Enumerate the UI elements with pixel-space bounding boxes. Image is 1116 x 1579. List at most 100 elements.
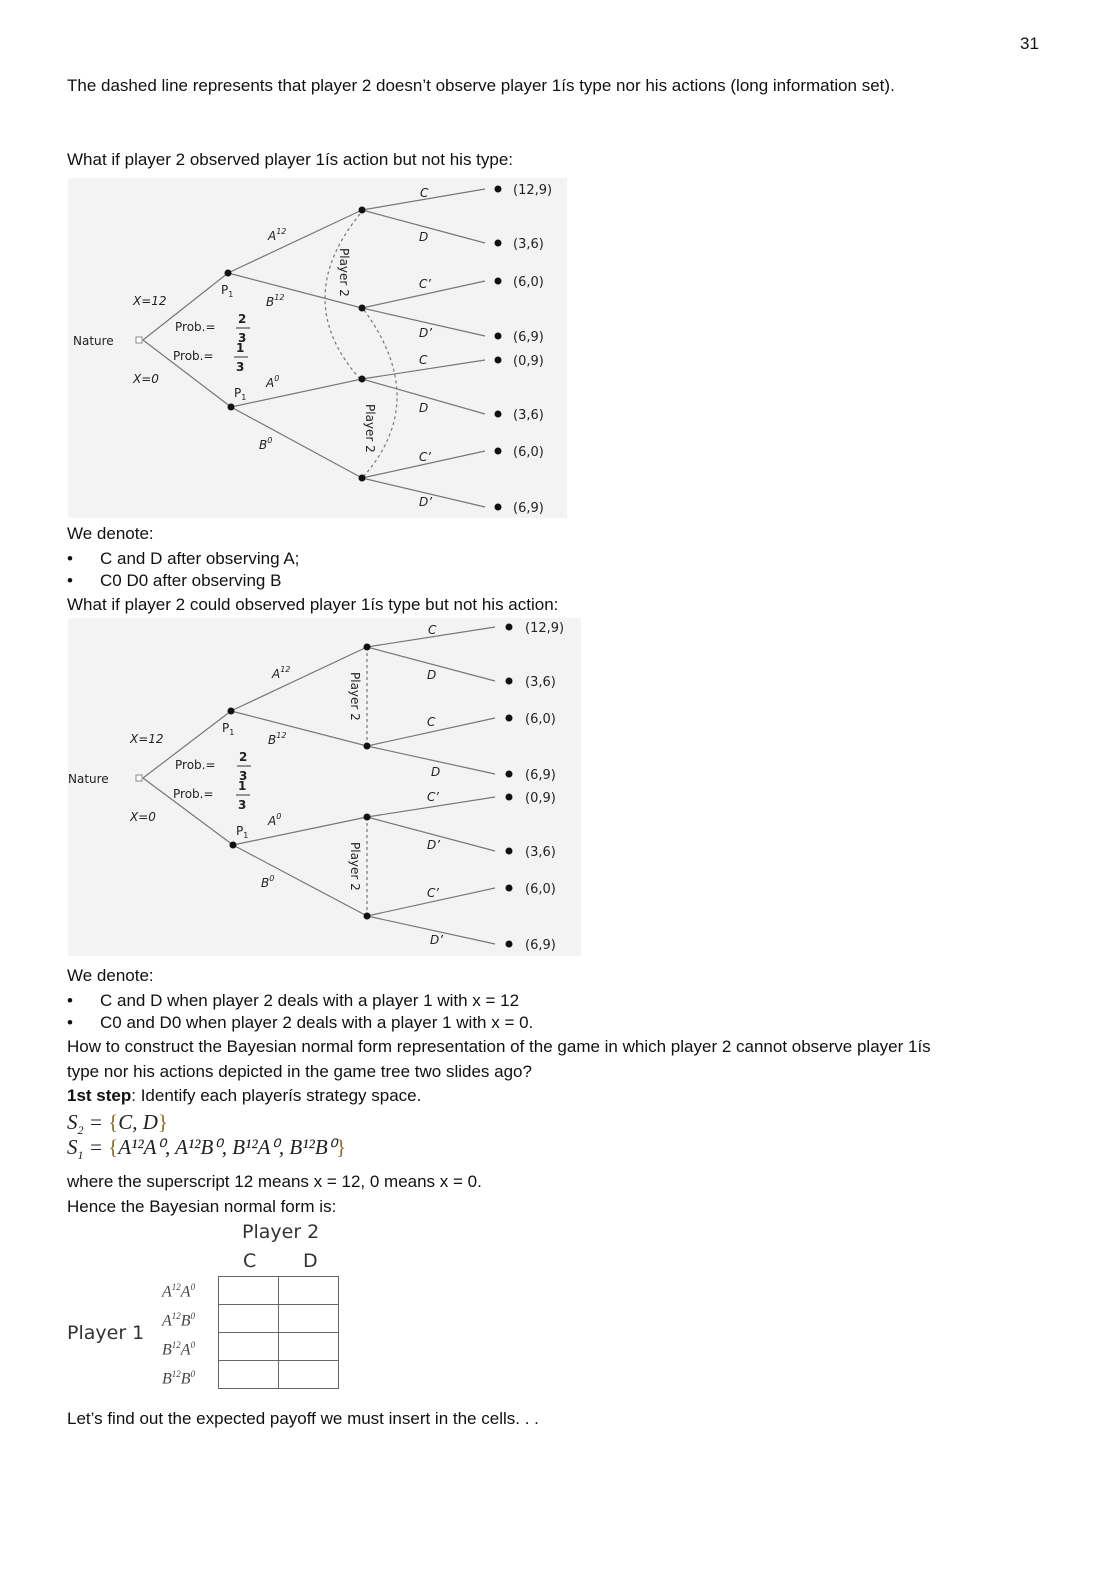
prob-num: 1 xyxy=(238,779,246,793)
action-label: C xyxy=(420,186,429,200)
paragraph: type nor his actions depicted in the gam… xyxy=(67,1062,532,1081)
payoff-label: (6,0) xyxy=(513,275,544,290)
s1-formula: S1 = {A¹²A⁰, A¹²B⁰, B¹²A⁰, B¹²B⁰} xyxy=(67,1135,347,1163)
action-label: D’ xyxy=(430,933,443,947)
bullet-item: • C0 and D0 when player 2 deals with a pl… xyxy=(67,1013,534,1032)
payoff-label: (3,6) xyxy=(525,675,556,690)
action-label: C’ xyxy=(427,886,439,900)
column-header: C xyxy=(243,1250,257,1272)
bullet-item: • C0 D0 after observing B xyxy=(67,571,282,590)
payoff-label: (3,6) xyxy=(513,408,544,423)
payoff-cell xyxy=(278,1304,339,1333)
prob-num: 2 xyxy=(239,750,247,764)
information-set-dashed xyxy=(363,309,398,477)
question-heading: What if player 2 could observed player 1… xyxy=(67,595,559,614)
p1-label: P1 xyxy=(222,721,234,737)
payoff-cell xyxy=(218,1360,279,1389)
paragraph: The dashed line represents that player 2… xyxy=(67,76,895,95)
row-label: B12A0 xyxy=(162,1340,196,1359)
column-header: D xyxy=(303,1250,318,1272)
prob-num: 1 xyxy=(236,341,244,355)
payoff-cell xyxy=(278,1332,339,1361)
action-label: A12 xyxy=(271,665,290,681)
paragraph: Hence the Bayesian normal form is: xyxy=(67,1197,337,1216)
action-label: B0 xyxy=(259,436,272,452)
payoff-cell xyxy=(218,1332,279,1361)
action-label: C xyxy=(427,715,436,729)
game-tree-1: Nature X=12 X=0 Prob.= 2 3 Prob.= 1 3 P1… xyxy=(68,178,567,518)
action-label: C xyxy=(428,623,437,637)
payoff-label: (3,6) xyxy=(525,845,556,860)
payoff-label: (6,9) xyxy=(513,330,544,345)
p1-label: P1 xyxy=(234,386,246,402)
payoff-label: (6,0) xyxy=(525,882,556,897)
nature-node xyxy=(135,336,143,344)
payoff-cell xyxy=(278,1360,339,1389)
player2-label: Player 2 xyxy=(348,672,362,721)
branch-label: X=0 xyxy=(132,372,159,386)
prob-den: 3 xyxy=(239,769,247,783)
p1-label: P1 xyxy=(236,824,248,840)
nature-node xyxy=(135,774,143,782)
payoff-label: (12,9) xyxy=(513,183,552,198)
bullet-item: • C and D when player 2 deals with a play… xyxy=(67,991,520,1010)
row-label: A12A0 xyxy=(162,1282,196,1301)
action-label: D xyxy=(419,230,428,244)
action-label: B12 xyxy=(268,731,286,747)
action-label: D’ xyxy=(419,495,432,509)
payoff-label: (6,9) xyxy=(525,938,556,953)
player2-label: Player 2 xyxy=(363,404,377,453)
denote-title: We denote: xyxy=(67,966,154,985)
normal-form-table xyxy=(218,1276,339,1389)
action-label: B12 xyxy=(266,293,284,309)
action-label: C’ xyxy=(419,450,431,464)
action-label: B0 xyxy=(261,874,274,890)
prob-num: 2 xyxy=(238,312,246,326)
row-label: A12B0 xyxy=(162,1311,196,1330)
action-label: D xyxy=(431,765,440,779)
prob-label: Prob.= xyxy=(175,758,216,772)
action-label: A12 xyxy=(267,227,286,243)
action-label: D xyxy=(427,668,436,682)
paragraph: where the superscript 12 means x = 12, 0… xyxy=(67,1172,482,1191)
payoff-cell xyxy=(278,1276,339,1305)
row-label: B12B0 xyxy=(162,1369,196,1388)
prob-den: 3 xyxy=(238,798,246,812)
payoff-label: (6,9) xyxy=(513,501,544,516)
action-label: D’ xyxy=(427,838,440,852)
nature-label: Nature xyxy=(73,334,114,348)
player2-label: Player 2 xyxy=(337,248,351,297)
prob-label: Prob.= xyxy=(173,787,214,801)
row-player-label: Player 1 xyxy=(67,1322,145,1344)
action-label: A0 xyxy=(267,812,281,828)
prob-label: Prob.= xyxy=(173,349,214,363)
payoff-label: (6,0) xyxy=(525,712,556,727)
payoff-label: (12,9) xyxy=(525,621,564,636)
nature-label: Nature xyxy=(68,772,109,786)
payoff-label: (6,0) xyxy=(513,445,544,460)
branch-label: X=12 xyxy=(129,732,164,746)
step-line: 1st step: Identify each playerís strateg… xyxy=(67,1086,422,1105)
action-label: D’ xyxy=(419,326,432,340)
question-heading: What if player 2 observed player 1ís act… xyxy=(67,150,514,169)
column-player-label: Player 2 xyxy=(242,1221,320,1243)
page-number: 31 xyxy=(1020,34,1039,53)
prob-label: Prob.= xyxy=(175,320,216,334)
payoff-cell xyxy=(218,1276,279,1305)
action-label: D xyxy=(419,401,428,415)
bullet-item: • C and D after observing A; xyxy=(67,549,300,568)
payoff-cell xyxy=(218,1304,279,1333)
branch-label: X=12 xyxy=(132,294,167,308)
payoff-label: (0,9) xyxy=(513,354,544,369)
denote-title: We denote: xyxy=(67,524,154,543)
paragraph: How to construct the Bayesian normal for… xyxy=(67,1037,931,1056)
information-set-dashed xyxy=(324,213,361,380)
paragraph: Let’s find out the expected payoff we mu… xyxy=(67,1409,539,1428)
s2-formula: S2 = {C, D} xyxy=(67,1110,169,1138)
action-label: C’ xyxy=(419,277,431,291)
player2-label: Player 2 xyxy=(348,842,362,891)
payoff-label: (0,9) xyxy=(525,791,556,806)
action-label: A0 xyxy=(265,374,279,390)
prob-den: 3 xyxy=(236,360,244,374)
